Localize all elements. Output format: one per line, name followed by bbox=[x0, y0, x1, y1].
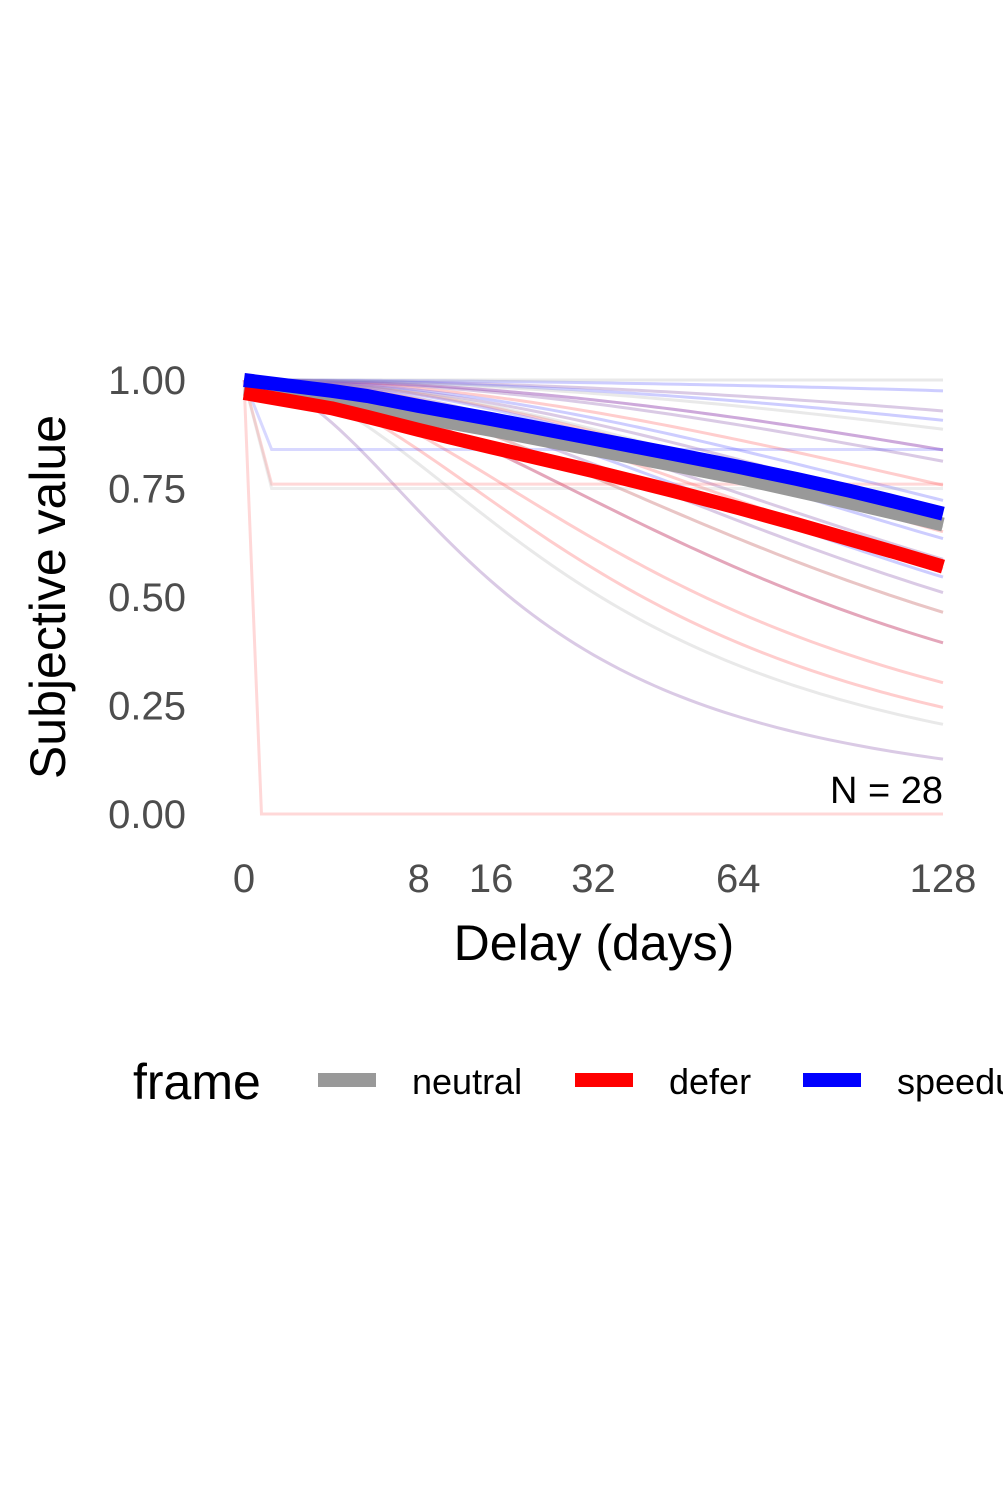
y-tick-label: 1.00 bbox=[108, 359, 186, 403]
x-tick-label: 8 bbox=[408, 857, 430, 901]
y-axis-title: Subjective value bbox=[20, 415, 76, 779]
legend-title: frame bbox=[133, 1054, 261, 1110]
individual-curve-14 bbox=[243, 378, 944, 452]
y-tick-label: 0.25 bbox=[108, 685, 186, 729]
step-curve-0 bbox=[242, 379, 943, 816]
x-tick-label: 32 bbox=[571, 857, 616, 901]
series-line-neutral bbox=[243, 381, 945, 532]
y-tick-label: 0.50 bbox=[108, 576, 186, 620]
sample-size-annotation: N = 28 bbox=[830, 770, 943, 812]
flat-curve-1 bbox=[242, 379, 943, 490]
flat-curve-2 bbox=[242, 379, 943, 451]
individual-curve-6 bbox=[243, 378, 944, 413]
x-axis-ticks: 0 8 16 32 64 128 bbox=[233, 857, 977, 901]
individual-curve-19 bbox=[243, 378, 944, 422]
series-line-speedup bbox=[243, 373, 945, 521]
x-tick-label: 128 bbox=[910, 857, 977, 901]
legend-label-neutral: neutral bbox=[412, 1061, 522, 1102]
x-tick-label: 16 bbox=[469, 857, 514, 901]
individual-curve-5 bbox=[243, 378, 944, 463]
x-tick-label: 0 bbox=[233, 857, 255, 901]
series-line-defer bbox=[242, 386, 945, 574]
individual-curve-13 bbox=[243, 378, 944, 487]
individual-curve-20 bbox=[244, 378, 944, 393]
individual-curve-0 bbox=[243, 378, 944, 761]
legend-label-defer: defer bbox=[669, 1061, 751, 1102]
individual-curve-18 bbox=[243, 378, 944, 452]
legend-label-speedup: speedup bbox=[897, 1061, 1003, 1102]
y-tick-label: 0.00 bbox=[108, 793, 186, 837]
y-axis-ticks: 0.00 0.25 0.50 0.75 1.00 bbox=[108, 359, 186, 837]
y-tick-label: 0.75 bbox=[108, 468, 186, 512]
flat-curve-0 bbox=[242, 379, 943, 486]
individual-curve-17 bbox=[243, 378, 944, 502]
series-lines bbox=[242, 373, 945, 574]
x-axis-title: Delay (days) bbox=[454, 915, 735, 971]
legend: frame neutral defer speedup bbox=[133, 1054, 1003, 1110]
individual-curve-24 bbox=[243, 378, 944, 431]
x-tick-label: 64 bbox=[716, 857, 761, 901]
